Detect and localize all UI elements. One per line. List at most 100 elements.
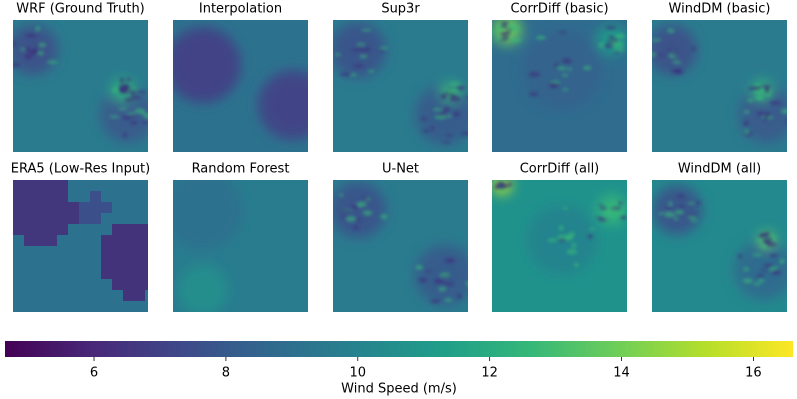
pixel — [134, 290, 145, 301]
pixel — [46, 213, 57, 224]
streak — [764, 86, 770, 92]
streak — [442, 281, 455, 286]
streak — [571, 243, 577, 248]
streak — [112, 87, 118, 93]
panel-image — [173, 180, 308, 312]
streak — [341, 215, 347, 219]
streak — [695, 201, 701, 205]
streak — [19, 47, 27, 51]
streak — [763, 263, 775, 268]
streak — [424, 270, 433, 273]
streak — [446, 114, 452, 118]
streak — [446, 92, 451, 99]
pixel — [101, 268, 112, 279]
streak — [756, 274, 765, 279]
streak — [757, 111, 765, 117]
panels: WRF (Ground Truth) Interpolation Sup3r Corr… — [11, 2, 787, 312]
streak — [528, 71, 541, 77]
panel-image — [173, 20, 308, 152]
streak — [379, 46, 389, 50]
streak — [415, 265, 424, 270]
pixel — [46, 202, 57, 213]
pixel — [134, 235, 145, 246]
streak — [339, 72, 352, 77]
pixel — [123, 279, 134, 290]
streak — [610, 203, 616, 207]
streak — [738, 253, 743, 259]
panel-image — [13, 20, 148, 152]
streak — [771, 235, 777, 240]
panel-image — [333, 180, 468, 312]
colorbar-tick-label: 8 — [222, 366, 230, 381]
colorbar-label: Wind Speed (m/s) — [341, 382, 457, 397]
streak — [498, 183, 507, 190]
pixel — [145, 268, 148, 279]
panel-detail — [492, 21, 626, 97]
streak — [122, 132, 128, 138]
streak — [144, 113, 148, 119]
panel-title: WindDM (all) — [678, 162, 761, 177]
streak — [668, 53, 674, 58]
panel-title: CorrDiff (basic) — [510, 2, 608, 17]
pixel — [112, 268, 123, 279]
pixel — [79, 213, 90, 224]
streak — [598, 42, 604, 48]
streak — [562, 206, 569, 210]
streak — [359, 54, 368, 59]
pixel — [57, 191, 68, 202]
streak — [450, 82, 461, 86]
panel-title: ERA5 (Low-Res Input) — [11, 162, 150, 177]
pixel — [57, 180, 68, 191]
streak — [123, 84, 129, 90]
streak — [604, 218, 610, 222]
panel-image — [13, 180, 148, 312]
pixel — [123, 246, 134, 257]
streak — [743, 120, 749, 127]
streak — [573, 262, 580, 267]
streak — [567, 67, 573, 71]
streak — [130, 120, 138, 126]
pixel — [24, 202, 35, 213]
streak — [380, 214, 388, 220]
streak — [496, 175, 504, 179]
pixel — [134, 257, 145, 268]
streak — [350, 48, 363, 52]
pixel — [145, 257, 148, 268]
pixel — [24, 224, 35, 235]
pixel — [101, 257, 112, 268]
blob — [333, 182, 386, 238]
streak — [141, 121, 148, 124]
streak — [564, 235, 574, 241]
streak — [610, 209, 618, 213]
streak — [129, 89, 136, 96]
streak — [455, 85, 465, 91]
streak — [785, 120, 787, 124]
streak — [760, 269, 769, 272]
pixel — [46, 191, 57, 202]
streak — [529, 91, 539, 97]
pixel — [46, 235, 57, 246]
streak — [747, 98, 754, 103]
streak — [603, 211, 613, 217]
streak — [754, 83, 760, 87]
panel-image — [652, 20, 787, 152]
streak — [655, 53, 665, 57]
streak — [596, 216, 604, 220]
panel-detail — [13, 26, 148, 138]
pixel — [134, 279, 145, 290]
pixel — [112, 279, 123, 290]
pixel — [46, 180, 57, 191]
streak — [352, 64, 365, 68]
streak — [764, 112, 772, 118]
streak — [668, 201, 673, 207]
streak — [24, 53, 33, 60]
panel-detail — [338, 194, 468, 304]
streak — [669, 49, 676, 52]
streak — [500, 21, 510, 25]
streak — [351, 204, 360, 210]
streak — [137, 90, 147, 94]
streak — [464, 281, 468, 285]
streak — [759, 232, 769, 237]
streak — [742, 267, 750, 271]
